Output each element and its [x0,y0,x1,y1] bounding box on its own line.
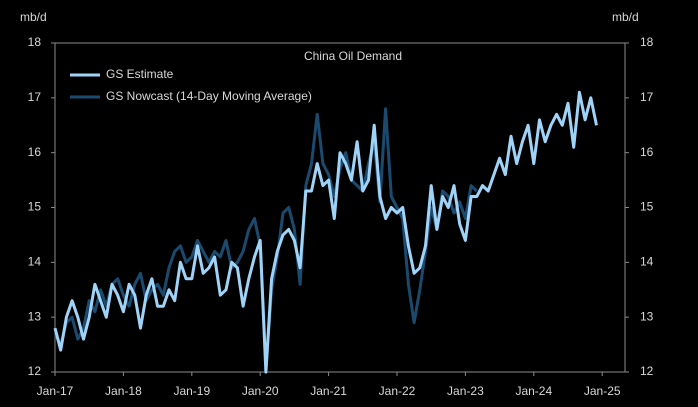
y2-tick-label: 14 [640,255,654,269]
x-tick-label: Jan-23 [447,384,484,398]
y-axis-label: mb/d [20,10,47,24]
y-tick-label: 15 [28,200,42,214]
x-tick-label: Jan-20 [242,384,279,398]
y-tick-label: 13 [28,309,42,323]
y2-tick-label: 15 [640,200,654,214]
x-tick-label: Jan-18 [105,384,142,398]
y-tick-label: 18 [28,35,42,49]
x-tick-label: Jan-22 [379,384,416,398]
y2-tick-label: 12 [640,364,654,378]
y2-tick-label: 18 [640,35,654,49]
y2-tick-label: 17 [640,90,654,104]
y-tick-label: 14 [28,255,42,269]
chart-title: China Oil Demand [304,49,402,63]
y-tick-label: 17 [28,90,42,104]
y-tick-label: 16 [28,145,42,159]
legend-label: GS Estimate [106,67,174,81]
x-tick-label: Jan-21 [310,384,347,398]
x-tick-label: Jan-25 [584,384,621,398]
y-tick-label: 12 [28,364,42,378]
series-line [53,90,598,374]
legend-label: GS Nowcast (14-Day Moving Average) [106,89,312,103]
y2-tick-label: 13 [640,309,654,323]
y2-tick-label: 16 [640,145,654,159]
x-tick-label: Jan-17 [37,384,74,398]
y2-axis-label: mb/d [612,10,639,24]
x-tick-label: Jan-19 [173,384,210,398]
x-tick-label: Jan-24 [515,384,552,398]
